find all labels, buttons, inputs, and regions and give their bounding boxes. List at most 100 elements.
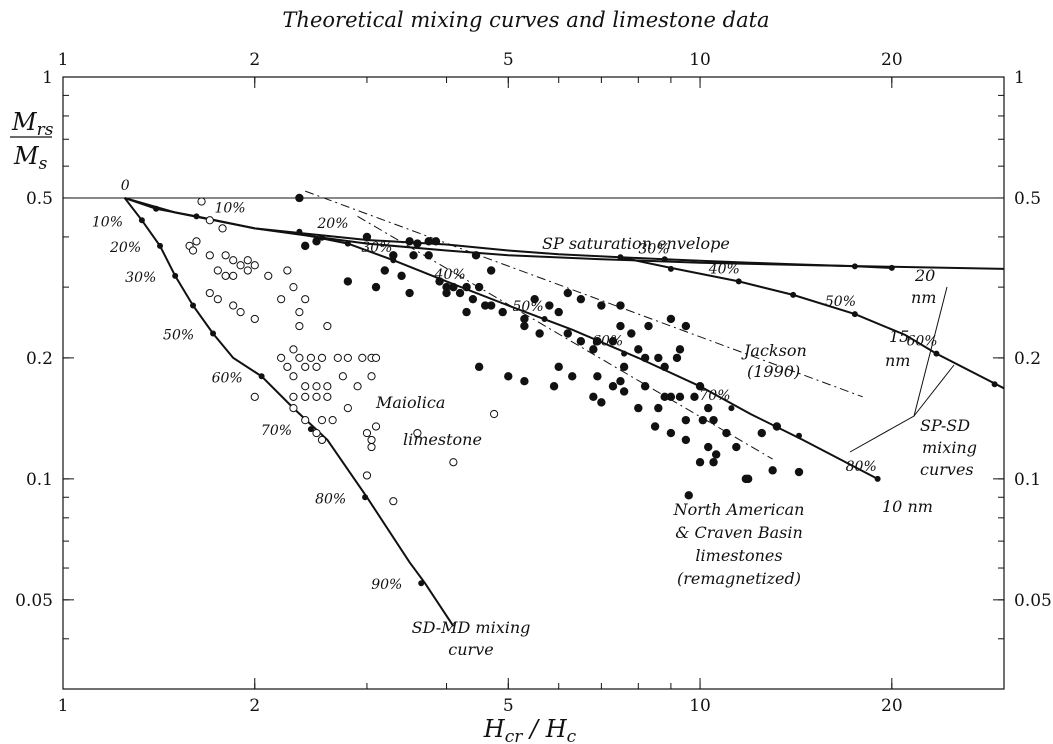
curve-percent-label: 30% <box>361 240 392 256</box>
maiolica-label-2: limestone <box>403 430 482 449</box>
north-american-point <box>709 415 718 425</box>
north-american-point <box>563 288 572 298</box>
maiolica-point <box>218 224 227 233</box>
north-american-point <box>486 301 496 310</box>
north-american-point <box>709 458 718 467</box>
north-american-point <box>295 193 304 203</box>
curve-percent-label: 30% <box>638 241 669 257</box>
north-american-point <box>301 241 310 251</box>
north-american-point <box>681 415 691 425</box>
curve-marker-sp-sd-15nm <box>991 381 998 388</box>
north-american-point <box>563 329 572 338</box>
origin-label: 0 <box>121 178 130 194</box>
north-american-point <box>660 392 669 402</box>
maiolica-point <box>197 197 206 206</box>
maiolica-point <box>367 372 376 381</box>
north-american-point <box>554 362 563 372</box>
maiolica-point <box>371 422 381 431</box>
maiolica-point <box>221 271 230 280</box>
curve-marker-sp-sd-15nm <box>851 311 858 318</box>
north-american-point <box>371 282 381 292</box>
north-american-point <box>690 392 699 402</box>
north-american-point <box>654 353 663 363</box>
curve-marker-sp-sd-15nm <box>933 350 940 357</box>
ylabel-den-main: M <box>13 142 40 170</box>
maiolica-point <box>243 256 252 265</box>
north-american-point <box>722 428 731 438</box>
north-american-point <box>520 314 529 324</box>
curve-marker-sp-sd-20nm <box>661 256 668 263</box>
maiolica-point <box>213 295 222 304</box>
y-tick-label-right: 0.05 <box>1014 591 1052 611</box>
curve-sp-sd-10nm <box>293 231 879 480</box>
north-american-point <box>455 288 465 298</box>
maiolica-point <box>449 458 458 467</box>
north-american-point <box>498 307 507 317</box>
curve-marker-sp-sd-15nm <box>667 265 674 272</box>
north-american-point <box>520 377 529 386</box>
maiolica-point <box>289 392 298 401</box>
curve-marker-sp-sd-10nm <box>874 475 881 482</box>
north-american-point <box>681 321 691 331</box>
north-american-point <box>681 435 691 445</box>
curve-marker-sd-md <box>138 217 145 224</box>
north-american-points <box>295 193 804 500</box>
y-axis: 1 1 0.5 0.5 0.2 0.2 0.1 0.1 0.05 0.05 <box>15 68 1052 690</box>
x-axis: 1 1 2 2 5 5 10 10 20 20 <box>58 50 1005 716</box>
curve-marker-sd-md <box>190 302 197 309</box>
y-tick-label-right: 0.2 <box>1014 349 1041 369</box>
north-american-point <box>504 372 513 381</box>
maiolica-point <box>236 261 245 270</box>
north-american-point <box>634 403 643 413</box>
north-american-point <box>520 321 529 331</box>
maiolica-point <box>236 308 245 317</box>
north-american-point <box>666 392 676 402</box>
dashdot-jackson-1 <box>305 190 863 398</box>
curve-percent-label: 20% <box>109 240 141 256</box>
maiolica-point <box>306 353 316 362</box>
north-american-point <box>704 403 713 413</box>
north-american-point <box>704 442 713 452</box>
north-american-point <box>644 321 653 331</box>
svg-text:Ms: Ms <box>13 142 48 174</box>
north-american-point <box>486 266 496 275</box>
north-american-point <box>672 353 682 363</box>
curve-marker-sp-sd-10nm <box>318 234 325 241</box>
curve-marker-sp-sd-10nm <box>796 432 803 439</box>
north-american-point <box>684 491 693 500</box>
curve-marker-sp-sd-10nm <box>728 405 735 412</box>
maiolica-point <box>205 216 214 225</box>
curve-percent-label: 90% <box>371 577 402 593</box>
x-tick-label: 1 <box>58 696 69 716</box>
maiolica-point <box>323 382 332 391</box>
maiolica-point <box>283 362 292 371</box>
ylabel-den-sub: s <box>39 154 48 174</box>
curve-marker-sd-md <box>258 373 265 380</box>
nm15-unit-label: nm <box>885 351 910 370</box>
maiolica-point <box>312 392 321 401</box>
x-tick-label: 5 <box>503 696 514 716</box>
curve-percent-label: 10% <box>92 214 123 230</box>
maiolica-point <box>301 295 310 304</box>
nm10-label: 10 nm <box>882 497 933 516</box>
north-american-point <box>413 239 422 248</box>
curve-percent-label: 40% <box>708 261 740 277</box>
north-american-point <box>545 301 554 310</box>
curve-percent-label: 10% <box>214 200 245 216</box>
north-american-point <box>442 288 451 298</box>
north-american-point <box>640 353 650 363</box>
y-tick-label-right: 0.5 <box>1014 189 1041 209</box>
maiolica-point <box>289 372 298 381</box>
maiolica-point <box>205 251 214 260</box>
north-american-point <box>794 467 804 477</box>
maiolica-point <box>312 382 321 391</box>
maiolica-point <box>301 382 310 391</box>
curve-marker-sp-sd-20nm <box>851 263 858 270</box>
na-label-2: & Craven Basin <box>675 523 803 542</box>
x-tick-label: 10 <box>689 696 711 716</box>
y-axis-label: Mrs Ms <box>10 108 54 174</box>
spsd-label-2: mixing <box>922 438 977 457</box>
sdmd-label-2: curve <box>448 640 493 659</box>
curve-marker-sp-sd-20nm <box>296 228 303 235</box>
dashdot-lines <box>305 190 863 460</box>
